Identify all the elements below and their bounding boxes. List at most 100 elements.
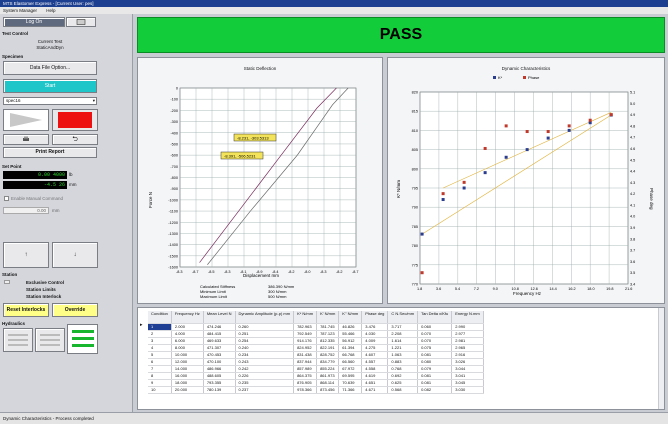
table-row[interactable]: 1 2.000 474.246 0.260 782.963 781.745 46.826 3.… (148, 323, 484, 331)
static-x-tick: -8.4 (272, 270, 279, 274)
start-button[interactable]: Start (3, 79, 97, 93)
legend-kstar: K* (498, 75, 503, 80)
dyn-y-left-tick: 805 (412, 148, 418, 152)
current-test-label: Current Test (37, 39, 63, 44)
log-on-button[interactable]: Log On (3, 17, 65, 27)
table-cell: 4.607 (361, 351, 389, 359)
results-table: Condition Frequency Hz Mean Level N Dynamic… (148, 311, 484, 394)
table-cell: 828.752 (316, 351, 340, 359)
jog-up-button[interactable]: ↑ (3, 242, 49, 268)
table-header-8[interactable]: C N.Sec/mm (387, 311, 419, 324)
pass-status-banner: PASS (137, 17, 665, 53)
dynamic-characteristics-panel: Dynamic Characteristics K* Phase Frequen… (387, 57, 665, 304)
specimen-label: Specimen (2, 54, 24, 59)
manual-value-field[interactable]: 0.00 (3, 207, 49, 214)
override-button[interactable]: Override (52, 303, 98, 317)
table-row[interactable]: 8 16.000 488.605 0.226 864.375 861.973 69.595 4… (148, 372, 484, 380)
print-icon-button[interactable] (3, 134, 49, 145)
dyn-y-left-tick: 775 (412, 263, 418, 267)
kstar-trend-line (421, 114, 612, 235)
static-x-tick: -8.2 (288, 270, 295, 274)
status-bar: Dynamic Characteristics - Process comple… (0, 412, 668, 424)
menu-help[interactable]: Help (46, 8, 56, 13)
table-cell: 4.030 (361, 330, 389, 338)
table-header-6[interactable]: K'' N/mm (338, 311, 363, 324)
hydraulics-off-button[interactable] (3, 328, 33, 352)
dyn-y-right-tick: 4.0 (630, 215, 635, 219)
static-x-tick: -8.7 (352, 270, 359, 274)
table-row[interactable]: 9 18.000 793.355 0.235 876.905 868.114 70.639 4… (148, 379, 484, 387)
table-row[interactable]: 10 20.000 780.139 0.237 978.366 873.456 71.366… (148, 386, 484, 394)
table-cell: 16.000 (171, 372, 204, 380)
table-cell: 1.063 (387, 351, 419, 359)
static-y-tick: -400 (170, 131, 178, 135)
static-x-tick: -8.1 (240, 270, 247, 274)
table-header-4[interactable]: K* N/mm (293, 311, 318, 324)
table-cell: 2.977 (451, 330, 484, 338)
static-x-tick: -8.2 (336, 270, 343, 274)
table-scrollbar[interactable] (658, 308, 664, 409)
table-row[interactable]: 6 12.000 470.100 0.243 837.944 834.779 66.560 4… (148, 358, 484, 366)
table-header-2[interactable]: Mean Level N (203, 311, 236, 324)
dyn-y-left-tick: 800 (412, 167, 418, 171)
hydraulics-high-button[interactable] (67, 324, 98, 354)
table-cell: 876.905 (293, 379, 318, 387)
table-header-9[interactable]: Tan Delta x/Kfu (417, 311, 453, 324)
dyn-x-tick: 19.8 (606, 287, 613, 291)
print-report-button[interactable]: Print Report (3, 147, 97, 158)
table-header-5[interactable]: K' N/mm (316, 311, 340, 324)
phase-point (483, 146, 487, 150)
reset-interlocks-button[interactable]: Reset Interlocks (3, 303, 49, 317)
hydraulics-low-button[interactable] (35, 328, 65, 352)
table-cell: 0.260 (235, 323, 295, 331)
table-header-1[interactable]: Frequency Hz (171, 311, 204, 324)
table-cell: 4.000 (171, 330, 204, 338)
dyn-x-tick: 10.8 (512, 287, 519, 291)
menu-system-manager[interactable]: System Manager (3, 8, 38, 13)
table-cell: 71.366 (338, 386, 363, 394)
dyn-xlabel: Frequency Hz (513, 291, 542, 296)
table-row[interactable]: 4 8.000 471.307 0.240 824.952 822.191 61.394 4.… (148, 344, 484, 352)
table-header-7[interactable]: Phase deg (361, 311, 389, 324)
phase-point (525, 130, 529, 134)
table-row[interactable]: 5 10.000 470.453 0.234 831.438 828.752 66.768 4… (148, 351, 484, 359)
current-test-value: StaticAndDyn (36, 45, 64, 50)
kstar-point (504, 155, 508, 159)
table-cell: 66.560 (338, 358, 363, 366)
log-icon-button[interactable] (66, 17, 96, 27)
table-cell: 0.081 (417, 372, 453, 380)
table-cell: 787.123 (316, 330, 340, 338)
phase-point (588, 118, 592, 122)
data-file-option-button[interactable]: Data File Option... (3, 61, 97, 75)
static-series-line (199, 87, 337, 263)
static-y-tick: -500 (170, 142, 178, 146)
table-row[interactable]: 2 4.000 484.415 0.251 792.549 787.123 55.466 4.… (148, 330, 484, 338)
table-cell: 780.139 (203, 386, 236, 394)
enable-manual-label: Enable Manual Command (11, 196, 64, 201)
dyn-y-left-tick: 790 (412, 206, 418, 210)
jog-down-button[interactable]: ↓ (52, 242, 98, 268)
enable-manual-checkbox[interactable] (4, 196, 9, 201)
table-cell: 855.224 (316, 365, 340, 373)
station-label: Station (2, 272, 18, 277)
dyn-y-right-tick: 4.2 (630, 192, 635, 196)
table-cell: 0.243 (235, 358, 295, 366)
undo-button[interactable]: ⮌ (52, 134, 98, 145)
exclusive-control-label: Exclusive Control (26, 280, 65, 285)
table-cell: 0.075 (417, 344, 453, 352)
table-header-0[interactable]: Condition (148, 311, 172, 324)
specimen-dropdown[interactable]: spec16 ▾ (3, 97, 97, 105)
table-cell: 0.060 (417, 323, 453, 331)
static-y-tick: -300 (170, 120, 178, 124)
table-cell: 0.235 (235, 379, 295, 387)
table-cell: 914.176 (293, 337, 318, 345)
static-x-tick: -8.3 (224, 270, 231, 274)
table-header-3[interactable]: Dynamic Amplitude (p-p) mm (235, 311, 295, 324)
manual-unit: mm (52, 208, 60, 213)
table-row[interactable]: 7 14.000 486.966 0.242 857.989 855.224 67.972 4… (148, 365, 484, 373)
table-header-10[interactable]: Energy N.mm (451, 311, 484, 324)
table-cell: 0.079 (417, 365, 453, 373)
menu-bar: System Manager Help (0, 7, 668, 14)
dyn-x-tick: 16.2 (568, 287, 575, 291)
table-row[interactable]: 3 6.000 469.633 0.254 914.176 812.335 56.912 4.… (148, 337, 484, 345)
